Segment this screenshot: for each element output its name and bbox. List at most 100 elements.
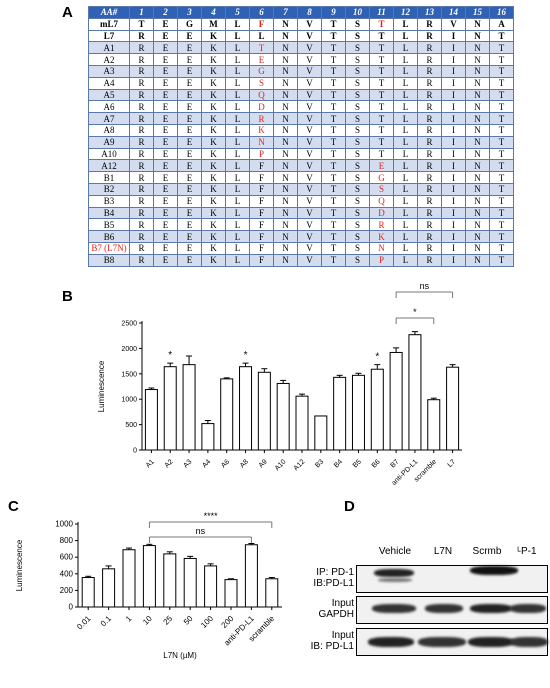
panel-label-a: A xyxy=(62,4,73,21)
residue-cell: K xyxy=(201,64,226,78)
residue-cell: V xyxy=(297,171,322,184)
residue-cell: V xyxy=(297,17,322,31)
residue-cell: L xyxy=(225,112,250,125)
bracket-label: **** xyxy=(204,511,219,521)
residue-cell: V xyxy=(297,182,322,196)
residue-cell: I xyxy=(441,88,466,102)
residue-cell: L xyxy=(393,76,418,90)
blot-row-label: GAPDH xyxy=(318,609,354,620)
residue-cell: M xyxy=(201,17,226,31)
residue-cell: V xyxy=(297,88,322,102)
residue-cell: K xyxy=(201,206,226,220)
residue-cell: L xyxy=(225,135,250,149)
table-header-pos: 10 xyxy=(345,6,370,19)
y-tick-label: 0 xyxy=(69,603,74,612)
residue-cell: V xyxy=(441,17,466,31)
residue-cell: N xyxy=(273,230,298,243)
residue-cell: I xyxy=(441,64,466,78)
residue-cell: N xyxy=(465,100,490,114)
residue-cell: V xyxy=(297,159,322,173)
residue-cell: S xyxy=(345,241,370,255)
residue-cell: T xyxy=(321,17,346,31)
residue-cell: K xyxy=(201,88,226,102)
residue-cell: R xyxy=(417,159,442,173)
residue-cell: N xyxy=(465,159,490,173)
x-tick-label: B6 xyxy=(371,458,382,469)
residue-cell: F xyxy=(249,253,274,267)
residue-cell: S xyxy=(345,123,370,137)
residue-cell: E xyxy=(177,64,202,78)
y-tick-label: 400 xyxy=(60,569,74,578)
bar xyxy=(389,351,403,451)
residue-cell: K xyxy=(249,123,274,137)
residue-cell: N xyxy=(273,218,298,232)
residue-cell: T xyxy=(369,41,394,55)
residue-cell: K xyxy=(201,171,226,184)
blot-band xyxy=(470,566,518,575)
table-row: A4 R E E K L S N V T S T L R I N T xyxy=(88,76,514,90)
residue-cell: N xyxy=(465,17,490,31)
residue-cell: R xyxy=(417,112,442,125)
y-axis-label: Luminescence xyxy=(15,539,24,591)
residue-cell: R xyxy=(417,230,442,243)
residue-cell: E xyxy=(153,253,178,267)
residue-cell: I xyxy=(441,100,466,114)
residue-cell: L xyxy=(393,230,418,243)
residue-cell: F xyxy=(249,159,274,173)
blot-band xyxy=(372,604,416,613)
residue-cell: E xyxy=(177,100,202,114)
residue-cell: A xyxy=(489,17,514,31)
residue-cell: F xyxy=(249,206,274,220)
bar xyxy=(122,549,136,608)
x-tick-label: B4 xyxy=(333,458,344,469)
residue-cell: K xyxy=(201,194,226,208)
table-row: B2 R E E K L F N V T S S L R I N T xyxy=(88,182,514,196)
bar xyxy=(370,368,384,451)
residue-cell: L xyxy=(393,100,418,114)
residue-cell: P xyxy=(369,253,394,267)
row-label: B4 xyxy=(88,206,130,220)
residue-cell: T xyxy=(489,218,514,232)
residue-cell: T xyxy=(369,112,394,125)
residue-cell: N xyxy=(465,76,490,90)
residue-cell: T xyxy=(129,17,154,31)
row-label: B5 xyxy=(88,218,130,232)
residue-cell: L xyxy=(393,135,418,149)
residue-cell: E xyxy=(153,194,178,208)
residue-cell: R xyxy=(129,29,154,43)
residue-cell: T xyxy=(489,171,514,184)
residue-cell: K xyxy=(201,182,226,196)
x-tick-label: scramble xyxy=(413,458,438,483)
bar xyxy=(239,366,253,451)
table-row: B3 R E E K L F N V T S Q L R I N T xyxy=(88,194,514,208)
y-tick-label: 800 xyxy=(60,536,74,545)
x-tick-label: 200 xyxy=(220,614,236,630)
significance-star: * xyxy=(244,350,248,361)
residue-cell: P xyxy=(249,147,274,161)
residue-cell: L xyxy=(225,218,250,232)
residue-cell: E xyxy=(153,112,178,125)
y-tick-label: 1000 xyxy=(55,520,73,529)
residue-cell: K xyxy=(201,53,226,66)
residue-cell: N xyxy=(465,241,490,255)
residue-cell: T xyxy=(321,41,346,55)
residue-cell: T xyxy=(489,241,514,255)
residue-cell: S xyxy=(345,17,370,31)
residue-cell: L xyxy=(393,194,418,208)
bar xyxy=(102,568,116,608)
residue-cell: D xyxy=(249,100,274,114)
residue-cell: R xyxy=(417,182,442,196)
residue-cell: L xyxy=(225,241,250,255)
residue-cell: R xyxy=(129,253,154,267)
residue-cell: K xyxy=(201,100,226,114)
residue-cell: S xyxy=(345,64,370,78)
residue-cell: N xyxy=(465,171,490,184)
residue-cell: N xyxy=(273,64,298,78)
residue-cell: N xyxy=(369,241,394,255)
row-label: L7 xyxy=(88,29,130,43)
residue-cell: E xyxy=(177,135,202,149)
residue-cell: N xyxy=(273,123,298,137)
residue-cell: S xyxy=(345,76,370,90)
residue-cell: N xyxy=(465,135,490,149)
residue-cell: E xyxy=(177,29,202,43)
